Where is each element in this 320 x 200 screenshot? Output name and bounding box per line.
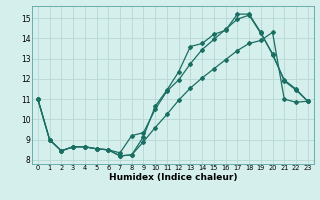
X-axis label: Humidex (Indice chaleur): Humidex (Indice chaleur)	[108, 173, 237, 182]
